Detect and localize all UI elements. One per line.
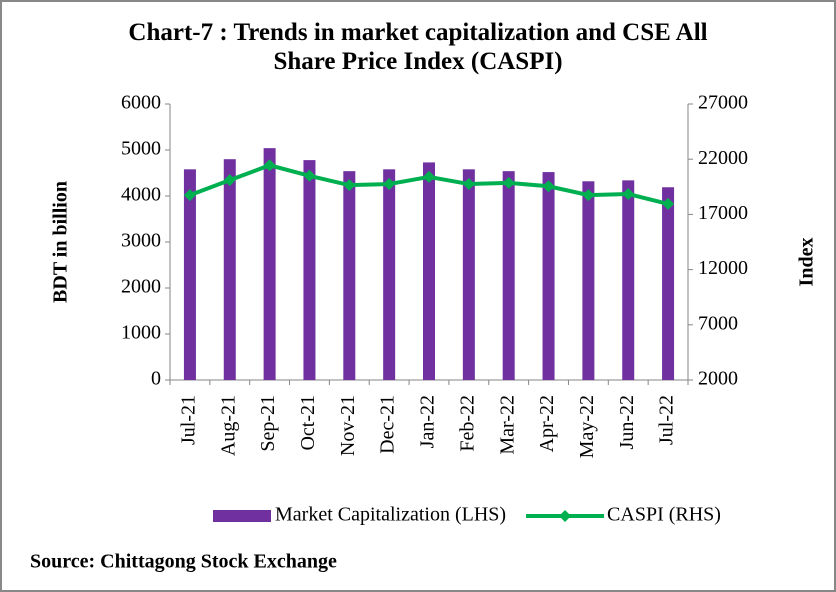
x-tick-label: Sep-21: [257, 395, 279, 452]
bar: [542, 172, 555, 380]
x-tick-label: Jul-21: [178, 395, 200, 445]
marker: [462, 178, 475, 191]
x-tick-label: Nov-21: [337, 395, 359, 456]
marker: [383, 178, 396, 191]
x-tick-label: Apr-22: [536, 395, 558, 452]
marker: [183, 189, 196, 202]
x-tick-label: Jun-22: [616, 395, 638, 449]
marker: [662, 197, 675, 210]
chart-title: Chart-7 : Trends in market capitalizatio…: [128, 19, 708, 75]
legend-marker: [559, 510, 572, 522]
bar: [423, 162, 435, 380]
marker: [303, 169, 316, 182]
marker: [582, 189, 595, 202]
y-tick-label: 5000: [121, 138, 161, 160]
y2-tick-label: 7000: [698, 312, 738, 334]
x-tick-label: Jan-22: [417, 395, 439, 448]
marker: [223, 174, 236, 187]
bar: [303, 160, 316, 380]
legend-label: CASPI (RHS): [607, 504, 721, 526]
y2-tick-label: 17000: [698, 202, 748, 224]
x-tick-label: Jul-22: [656, 395, 678, 445]
legend-swatch: [213, 510, 271, 522]
bar: [462, 169, 475, 380]
bar: [223, 159, 236, 380]
y-tick-label: 2000: [121, 276, 161, 298]
marker: [542, 180, 555, 193]
bar: [622, 180, 635, 380]
y-tick-label: 3000: [121, 230, 161, 252]
y2-tick-label: 12000: [698, 257, 748, 279]
x-tick-label: Dec-21: [377, 395, 399, 454]
y-axis-label: BDT in billion: [50, 181, 72, 303]
bar: [343, 171, 356, 380]
y-tick-label: 1000: [121, 322, 161, 344]
bar: [502, 171, 515, 380]
x-tick-label: Feb-22: [456, 395, 478, 452]
marker: [502, 176, 515, 189]
source: Source: Chittagong Stock Exchange: [30, 551, 337, 573]
bar: [263, 148, 276, 380]
legend-label: Market Capitalization (LHS): [275, 504, 506, 526]
bar: [662, 187, 675, 380]
y-tick-label: 6000: [121, 92, 161, 114]
y2-tick-label: 27000: [698, 92, 748, 114]
bar: [183, 169, 196, 380]
marker: [423, 170, 435, 183]
x-tick-label: May-22: [576, 395, 598, 458]
x-tick-label: Oct-21: [297, 395, 319, 451]
x-tick-label: Mar-22: [496, 395, 518, 455]
y2-tick-label: 22000: [698, 147, 748, 169]
bar: [582, 181, 595, 380]
y-tick-label: 4000: [121, 184, 161, 206]
marker: [343, 179, 356, 192]
marker: [263, 159, 276, 172]
bar: [383, 169, 396, 380]
y2-tick-label: 2000: [698, 368, 738, 390]
y-tick-label: 0: [151, 368, 161, 390]
x-tick-label: Aug-21: [217, 395, 239, 456]
marker: [622, 187, 635, 200]
y2-axis-label: Index: [796, 238, 818, 287]
